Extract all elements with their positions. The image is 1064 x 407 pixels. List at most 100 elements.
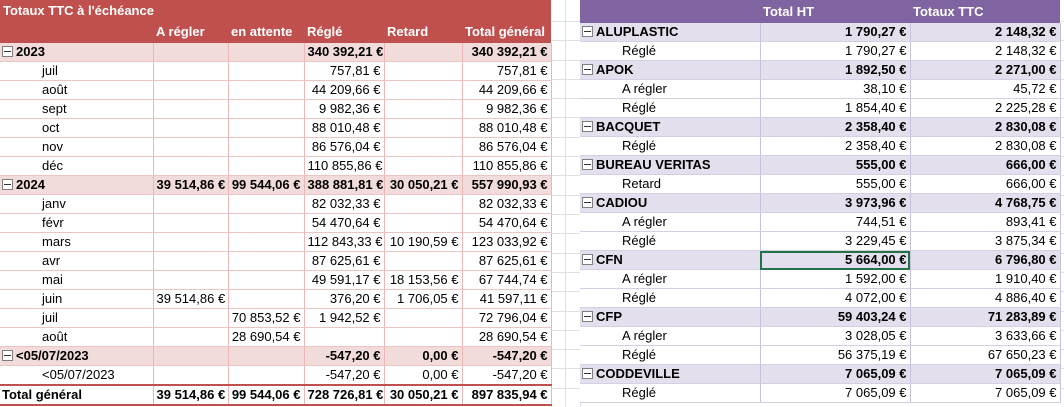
supplier-status-row[interactable]: Réglé 4 072,00 €4 886,40 € [580, 288, 1061, 308]
value-cell[interactable]: 54 470,64 € [304, 213, 385, 233]
value-cell[interactable]: 3 875,34 € [910, 231, 1061, 251]
row-label[interactable]: août [0, 80, 154, 100]
value-cell[interactable] [228, 137, 305, 157]
value-cell[interactable] [153, 80, 229, 100]
collapse-minus-icon[interactable] [2, 179, 13, 191]
row-label[interactable]: Réglé [580, 383, 761, 403]
value-cell[interactable]: 39 514,86 € [153, 289, 229, 309]
value-cell[interactable]: -547,20 € [462, 365, 552, 386]
pivot-row[interactable]: oct 88 010,48 € 88 010,48 € [0, 118, 552, 138]
collapse-minus-icon[interactable] [2, 46, 13, 58]
value-cell[interactable] [228, 80, 305, 100]
supplier-group-row[interactable]: BACQUET 2 358,40 €2 830,08 € [580, 117, 1061, 137]
value-cell[interactable] [153, 308, 229, 328]
value-cell[interactable] [153, 99, 229, 119]
value-cell[interactable] [153, 213, 229, 233]
value-cell[interactable]: 340 392,21 € [462, 43, 552, 62]
value-cell[interactable]: 45,72 € [910, 79, 1061, 99]
supplier-group-row[interactable]: ALUPLASTIC 1 790,27 €2 148,32 € [580, 23, 1061, 42]
value-cell[interactable] [153, 43, 229, 62]
collapse-minus-icon[interactable] [582, 121, 593, 133]
column-header-2[interactable]: en attente [228, 21, 304, 43]
value-cell[interactable]: 30 050,21 € [384, 175, 463, 195]
row-label[interactable]: Réglé [580, 41, 761, 61]
row-label[interactable]: <05/07/2023 [0, 346, 154, 366]
value-cell[interactable]: 67 744,74 € [462, 270, 552, 290]
column-header-4[interactable]: Retard [384, 21, 462, 43]
value-cell[interactable] [228, 99, 305, 119]
collapse-minus-icon[interactable] [582, 368, 593, 380]
value-cell[interactable] [153, 194, 229, 214]
supplier-status-row[interactable]: Réglé 1 790,27 €2 148,32 € [580, 41, 1061, 61]
value-cell[interactable]: 2 830,08 € [910, 136, 1061, 156]
value-cell[interactable] [384, 118, 463, 138]
value-cell[interactable]: 71 283,89 € [910, 307, 1061, 327]
value-cell[interactable]: 18 153,56 € [384, 270, 463, 290]
value-cell[interactable] [384, 251, 463, 271]
grand-total-cell[interactable]: 897 835,94 € [462, 384, 552, 406]
value-cell[interactable]: 2 225,28 € [910, 98, 1061, 118]
grand-total-label[interactable]: Total général [0, 384, 154, 406]
value-cell[interactable] [384, 156, 463, 176]
value-cell[interactable]: -547,20 € [304, 365, 385, 386]
value-cell[interactable]: 110 855,86 € [462, 156, 552, 176]
collapse-minus-icon[interactable] [582, 159, 593, 171]
row-label[interactable]: Réglé [580, 231, 761, 251]
value-cell[interactable] [228, 43, 305, 62]
value-cell[interactable]: 86 576,04 € [304, 137, 385, 157]
collapse-minus-icon[interactable] [582, 197, 593, 209]
supplier-status-row[interactable]: Réglé 56 375,19 €67 650,23 € [580, 345, 1061, 365]
value-cell[interactable] [228, 251, 305, 271]
value-cell[interactable]: 10 190,59 € [384, 232, 463, 252]
value-cell[interactable] [228, 213, 305, 233]
value-cell[interactable]: 3 973,96 € [760, 193, 911, 213]
value-cell[interactable]: -547,20 € [462, 346, 552, 366]
value-cell[interactable]: 388 881,81 € [304, 175, 385, 195]
collapse-minus-icon[interactable] [582, 311, 593, 323]
value-cell[interactable]: 3 633,66 € [910, 326, 1061, 346]
value-cell[interactable]: 82 032,33 € [462, 194, 552, 214]
value-cell[interactable] [153, 346, 229, 366]
value-cell[interactable]: 6 796,80 € [910, 250, 1061, 270]
value-cell[interactable]: 0,00 € [384, 365, 463, 386]
value-cell[interactable]: 49 591,17 € [304, 270, 385, 290]
grand-total-cell[interactable]: 728 726,81 € [304, 384, 385, 406]
supplier-status-row[interactable]: Retard 555,00 €666,00 € [580, 174, 1061, 194]
value-cell[interactable]: 376,20 € [304, 289, 385, 309]
pivot-table-echeance[interactable]: Totaux TTC à l'échéance A régler en atten… [0, 0, 552, 406]
supplier-status-row[interactable]: Réglé 3 229,45 €3 875,34 € [580, 231, 1061, 251]
value-cell[interactable]: 1 706,05 € [384, 289, 463, 309]
value-cell[interactable]: -547,20 € [304, 346, 385, 366]
supplier-status-row[interactable]: A régler 3 028,05 €3 633,66 € [580, 326, 1061, 346]
column-header-1[interactable]: A régler [153, 21, 228, 43]
value-cell[interactable] [384, 327, 463, 347]
value-cell[interactable]: 7 065,09 € [910, 364, 1061, 384]
row-label[interactable]: Réglé [580, 136, 761, 156]
value-cell[interactable] [153, 251, 229, 271]
value-cell[interactable]: 2 358,40 € [760, 117, 911, 137]
value-cell[interactable] [228, 270, 305, 290]
value-cell[interactable] [153, 232, 229, 252]
value-cell[interactable]: 666,00 € [910, 155, 1061, 175]
value-cell[interactable] [153, 118, 229, 138]
value-cell[interactable]: 72 796,04 € [462, 308, 552, 328]
value-cell[interactable] [153, 137, 229, 157]
pivot-row[interactable]: avr 87 625,61 € 87 625,61 € [0, 251, 552, 271]
value-cell[interactable] [384, 213, 463, 233]
pivot-row[interactable]: juil 757,81 € 757,81 € [0, 61, 552, 81]
value-cell[interactable]: 757,81 € [304, 61, 385, 81]
value-cell[interactable]: 666,00 € [910, 174, 1061, 194]
column-header-0[interactable] [0, 21, 153, 43]
value-cell[interactable]: 744,51 € [760, 212, 911, 232]
value-cell[interactable] [153, 61, 229, 81]
row-label[interactable]: 2023 [0, 43, 154, 62]
collapse-minus-icon[interactable] [582, 26, 593, 38]
value-cell[interactable]: 3 028,05 € [760, 326, 911, 346]
value-cell[interactable] [153, 327, 229, 347]
supplier-status-row[interactable]: Réglé 7 065,09 €7 065,09 € [580, 383, 1061, 403]
value-cell[interactable]: 9 982,36 € [304, 99, 385, 119]
column-header-0[interactable] [580, 0, 760, 23]
supplier-group-row[interactable]: CADIOU 3 973,96 €4 768,75 € [580, 193, 1061, 213]
supplier-group-row[interactable]: BUREAU VERITAS 555,00 €666,00 € [580, 155, 1061, 175]
value-cell[interactable]: 4 886,40 € [910, 288, 1061, 308]
